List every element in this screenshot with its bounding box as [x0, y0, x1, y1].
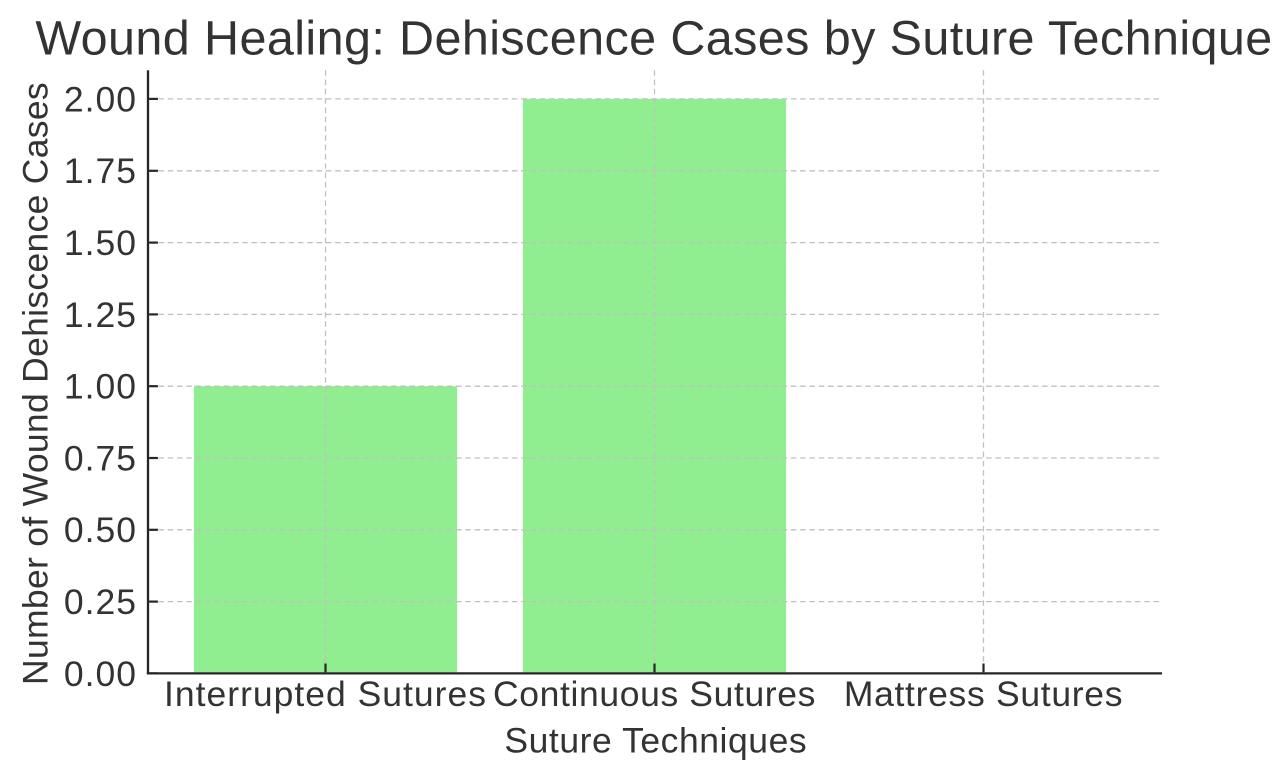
svg-text:1.50: 1.50 [64, 223, 137, 263]
svg-text:0.50: 0.50 [64, 510, 137, 550]
svg-text:0.75: 0.75 [64, 438, 137, 478]
svg-text:Mattress Sutures: Mattress Sutures [844, 674, 1123, 714]
svg-text:2.00: 2.00 [64, 79, 137, 119]
svg-text:Suture Techniques: Suture Techniques [504, 720, 807, 760]
svg-text:Interrupted Sutures: Interrupted Sutures [164, 674, 487, 714]
svg-text:1.25: 1.25 [64, 295, 137, 335]
svg-text:1.00: 1.00 [64, 367, 137, 407]
svg-text:Continuous Sutures: Continuous Sutures [493, 674, 816, 714]
svg-text:Number of Wound Dehiscence Cas: Number of Wound Dehiscence Cases [16, 82, 56, 685]
svg-text:Wound Healing: Dehiscence Case: Wound Healing: Dehiscence Cases by Sutur… [35, 11, 1272, 65]
svg-text:0.00: 0.00 [64, 654, 137, 694]
svg-text:1.75: 1.75 [64, 151, 137, 191]
svg-text:0.25: 0.25 [64, 582, 137, 622]
